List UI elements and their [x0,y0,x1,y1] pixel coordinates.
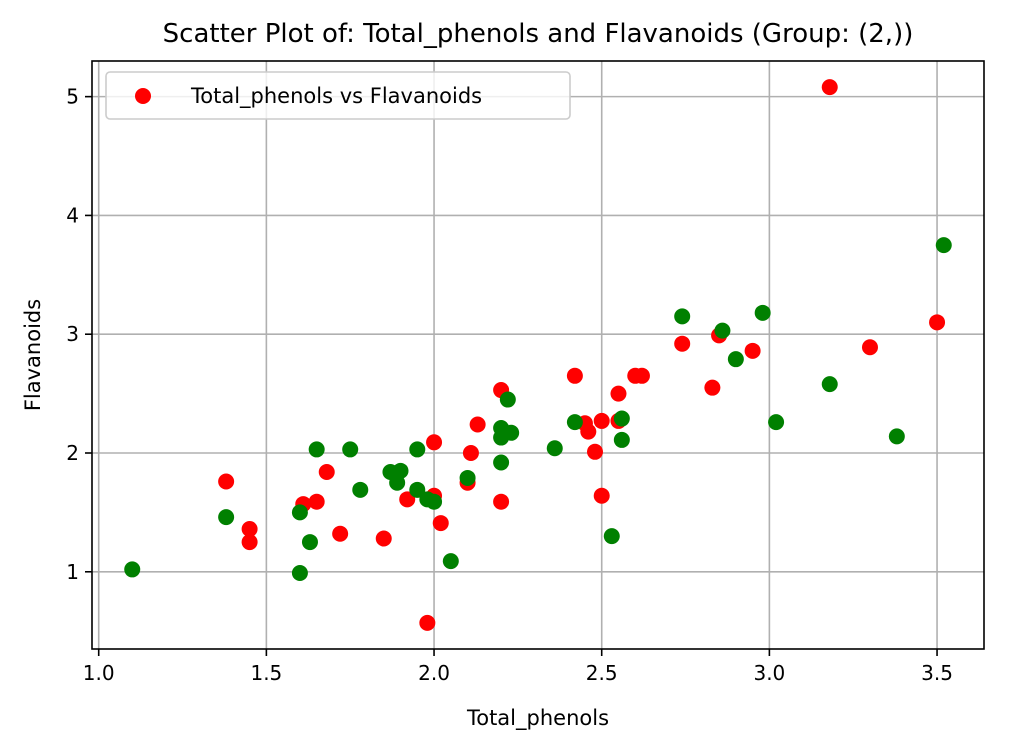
y-axis-label: Flavanoids [21,299,45,411]
data-point-series-1 [375,530,392,547]
data-point-series-1 [426,434,443,451]
data-point-series-2 [768,414,785,431]
chart-title: Scatter Plot of: Total_phenols and Flava… [163,19,914,49]
y-tick-label: 1 [66,560,79,584]
data-point-series-2 [301,534,318,551]
data-point-series-2 [389,474,406,491]
data-point-series-2 [613,431,630,448]
data-point-series-2 [499,391,516,408]
axis-ticks: 1.0 1.5 2.0 2.5 3.0 3.5 1 2 3 4 5 [66,85,953,685]
data-points [124,79,952,631]
grid-lines [92,61,984,649]
data-point-series-2 [727,351,744,368]
data-point-series-2 [342,441,359,458]
y-tick-label: 2 [66,441,79,465]
x-tick-label: 3.0 [753,661,785,685]
data-point-series-2 [714,322,731,339]
data-point-series-1 [241,534,258,551]
data-point-series-2 [352,481,369,498]
data-point-series-2 [603,528,620,545]
data-point-series-1 [587,443,604,460]
data-point-series-1 [821,79,838,96]
data-point-series-1 [318,464,335,481]
data-point-series-2 [409,441,426,458]
data-point-series-2 [613,410,630,427]
x-tick-label: 1.0 [83,661,115,685]
data-point-series-1 [580,423,597,440]
x-tick-label: 3.5 [921,661,953,685]
data-point-series-2 [308,441,325,458]
data-point-series-1 [308,493,325,510]
x-tick-label: 1.5 [250,661,282,685]
data-point-series-1 [462,445,479,461]
data-point-series-2 [426,493,443,510]
data-point-series-1 [929,314,946,331]
data-point-series-2 [409,481,426,498]
data-point-series-1 [469,416,486,433]
data-point-series-2 [218,509,235,526]
data-point-series-1 [218,473,235,490]
y-tick-label: 4 [66,203,79,227]
plot-frame [91,60,985,650]
data-point-series-2 [674,308,691,325]
x-tick-label: 2.5 [586,661,618,685]
data-point-series-2 [566,414,583,431]
data-point-series-2 [291,504,308,521]
data-point-series-1 [593,412,610,429]
data-point-series-2 [493,429,510,446]
data-point-series-1 [566,367,583,384]
data-point-series-1 [744,342,761,359]
data-point-series-1 [432,515,449,532]
data-point-series-2 [546,440,563,457]
data-point-series-1 [399,491,416,508]
data-point-series-2 [459,469,476,486]
data-point-series-2 [754,304,771,321]
y-tick-label: 3 [66,322,79,346]
data-point-series-1 [633,367,650,384]
data-point-series-1 [332,525,349,542]
legend-marker [135,88,151,104]
x-axis-label: Total_phenols [466,706,609,731]
legend-label: Total_phenols vs Flavanoids [190,84,482,109]
data-point-series-2 [888,428,905,445]
data-point-series-2 [291,564,308,581]
legend-box [105,71,571,120]
data-point-series-1 [241,521,258,538]
y-tick-label: 5 [66,85,79,109]
data-point-series-1 [674,335,691,352]
legend: Total_phenols vs Flavanoids [105,71,571,120]
data-point-series-1 [419,614,436,631]
data-point-series-2 [124,561,141,578]
data-point-series-2 [821,376,838,393]
data-point-series-1 [704,379,721,396]
data-point-series-2 [935,237,952,254]
x-tick-label: 2.0 [418,661,450,685]
data-point-series-1 [861,339,878,356]
data-point-series-2 [493,454,510,471]
data-point-series-1 [610,385,627,402]
data-point-series-1 [493,493,510,510]
data-point-series-1 [593,487,610,504]
data-point-series-2 [442,553,459,570]
